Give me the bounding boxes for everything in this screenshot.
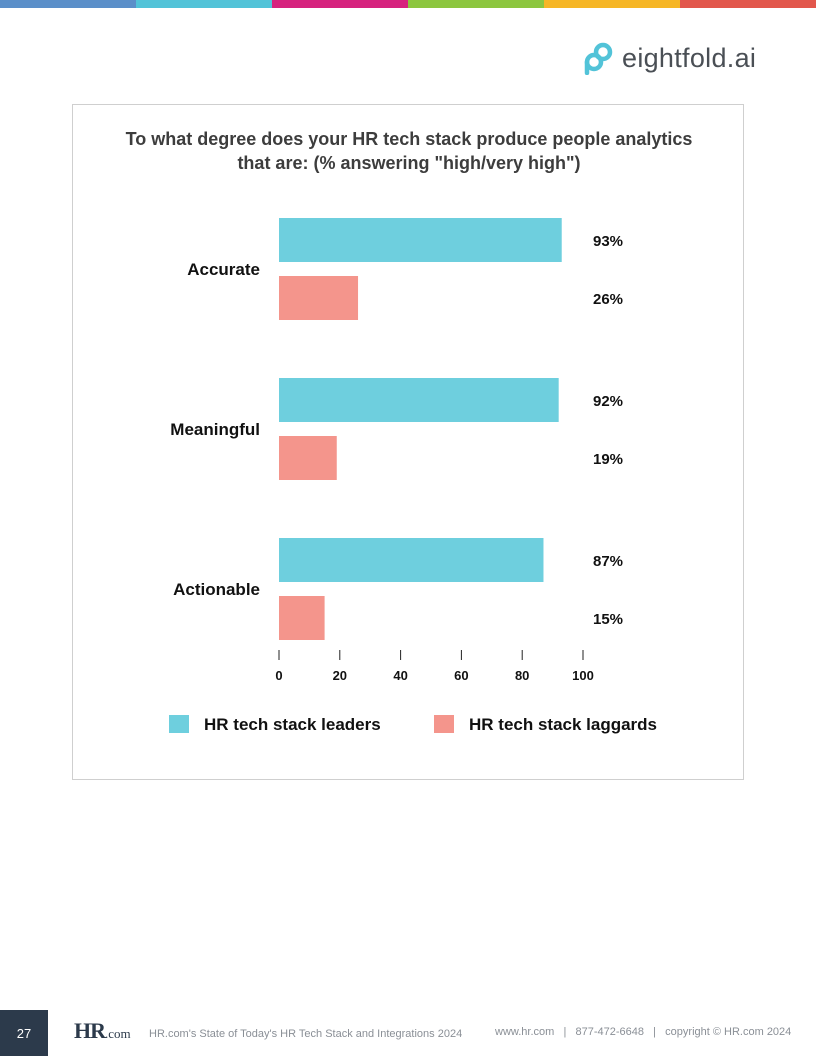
data-label: 19% [593, 451, 623, 468]
bar-leaders [279, 378, 559, 422]
eightfold-logo: eightfold.ai [582, 40, 782, 76]
data-label: 15% [593, 611, 623, 628]
x-tick-label: 60 [454, 668, 468, 683]
legend-swatch [169, 715, 189, 733]
bar-laggards [279, 596, 325, 640]
data-label: 87% [593, 553, 623, 570]
bar-laggards [279, 276, 359, 320]
data-label: 93% [593, 233, 623, 250]
top-bar-segment [544, 0, 680, 8]
chart-panel: To what degree does your HR tech stack p… [72, 104, 744, 780]
chart-title-line-1: To what degree does your HR tech stack p… [125, 129, 693, 149]
hrcom-logo-com: .com [105, 1026, 131, 1041]
chart-title-line-2: that are: (% answering "high/very high") [237, 153, 581, 173]
top-bar-segment [136, 0, 272, 8]
x-tick-label: 40 [393, 668, 407, 683]
bar-chart: Accurate 93% 26% Meaningful 92% 19% Actionable… [169, 218, 657, 734]
hrcom-logo-hr: HR [74, 1018, 106, 1043]
x-tick-label: 0 [275, 668, 282, 683]
x-tick-label: 80 [515, 668, 529, 683]
page-number: 27 [0, 1010, 48, 1056]
footer-contact: www.hr.com | 877-472-6648 | copyright © … [495, 1026, 792, 1038]
footer-report-title: HR.com's State of Today's HR Tech Stack … [149, 1028, 463, 1040]
hrcom-logo: HR .com [74, 1018, 131, 1044]
bar-leaders [279, 218, 562, 262]
top-bar-segment [680, 0, 816, 8]
bar-laggards [279, 436, 337, 480]
category-label: Actionable [173, 580, 260, 599]
data-label: 92% [593, 393, 623, 410]
chart-title: To what degree does your HR tech stack p… [73, 127, 745, 175]
x-tick-label: 100 [572, 668, 594, 683]
top-bar-segment [408, 0, 544, 8]
top-bar-segment [272, 0, 408, 8]
eightfold-logo-icon [584, 42, 613, 75]
category-label: Meaningful [170, 420, 260, 439]
data-label: 26% [593, 291, 623, 308]
legend-label: HR tech stack laggards [469, 715, 657, 734]
logo-text: eightfold.ai [622, 42, 757, 73]
top-color-bar [0, 0, 816, 8]
legend-swatch [434, 715, 454, 733]
legend-label: HR tech stack leaders [204, 715, 381, 734]
x-tick-label: 20 [333, 668, 347, 683]
top-bar-segment [0, 0, 136, 8]
category-label: Accurate [187, 260, 260, 279]
bar-leaders [279, 538, 544, 582]
